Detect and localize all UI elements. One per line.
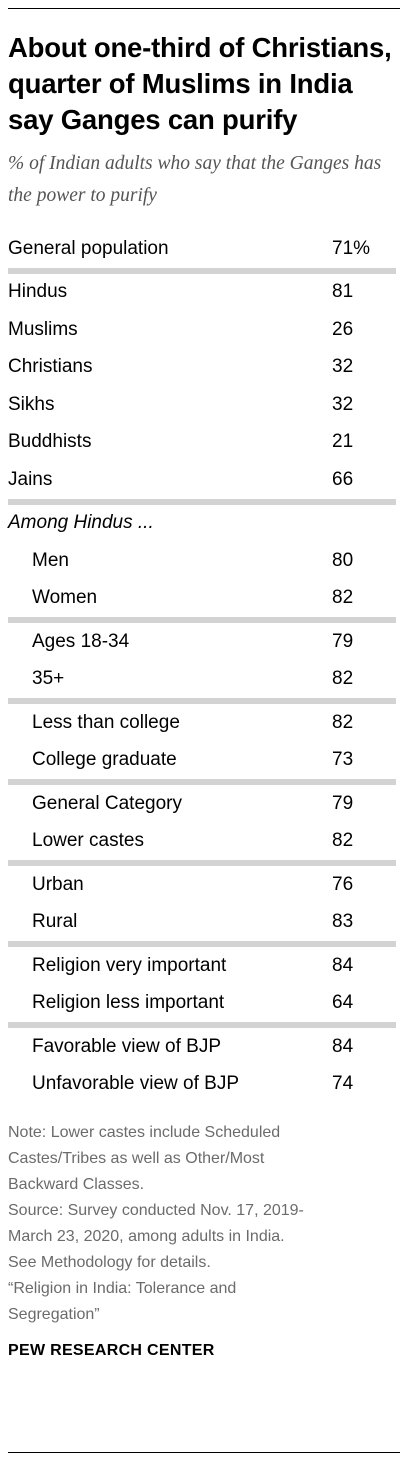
- row-label: Favorable view of BJP: [32, 1035, 222, 1057]
- row-label: Urban: [32, 873, 84, 895]
- table-row: Sikhs 32: [8, 386, 396, 424]
- table-row: General Category 79: [8, 785, 396, 823]
- table-row: Men 80: [8, 542, 396, 580]
- row-value: 79: [332, 630, 354, 652]
- data-table: General population 71% Hindus 81 Muslims…: [8, 230, 396, 1103]
- table-row: Muslims 26: [8, 311, 396, 349]
- row-value: 84: [332, 1035, 354, 1057]
- row-label: Buddhists: [8, 431, 92, 453]
- table-row: Christians 32: [8, 349, 396, 387]
- row-label: Women: [32, 587, 98, 609]
- row-value: 83: [332, 911, 354, 933]
- row-label: Hindus: [8, 281, 68, 303]
- row-label: Rural: [32, 911, 78, 933]
- table-row: 35+ 82: [8, 661, 396, 702]
- table-row: Favorable view of BJP 84: [8, 1028, 396, 1066]
- table-row: Religion very important 84: [8, 947, 396, 985]
- chart-notes: Note: Lower castes include Scheduled Cas…: [8, 1120, 400, 1328]
- report-title-line: “Religion in India: Tolerance and: [8, 1280, 237, 1297]
- top-rule: [8, 8, 400, 9]
- row-value: 21: [332, 431, 354, 453]
- row-value: 82: [332, 711, 354, 733]
- row-label: Religion very important: [32, 954, 227, 976]
- bottom-rule: [8, 1452, 400, 1453]
- row-value: 76: [332, 873, 354, 895]
- table-row: Unfavorable view of BJP 74: [8, 1066, 396, 1104]
- row-value: 73: [332, 749, 354, 771]
- chart-subtitle: % of Indian adults who say that the Gang…: [8, 153, 382, 206]
- row-label: Sikhs: [8, 393, 55, 415]
- row-value: 32: [332, 393, 354, 415]
- pew-research-center-logo: PEW RESEARCH CENTER: [8, 1342, 215, 1359]
- source-line: March 23, 2020, among adults in India.: [8, 1228, 285, 1245]
- table-row: Hindus 81: [8, 274, 396, 312]
- row-label: Men: [32, 549, 69, 571]
- note-line: Castes/Tribes as well as Other/Most: [8, 1150, 265, 1167]
- row-value: [332, 505, 396, 543]
- row-value: 80: [332, 549, 354, 571]
- group-heading-row: Among Hindus ...: [8, 505, 396, 543]
- row-label: General Category: [32, 792, 182, 814]
- group-heading: Among Hindus ...: [8, 512, 154, 534]
- row-label: 35+: [32, 668, 65, 690]
- table-row: Rural 83: [8, 904, 396, 945]
- table-row: College graduate 73: [8, 742, 396, 783]
- row-value: 82: [332, 830, 354, 852]
- table-row: Jains 66: [8, 461, 396, 502]
- row-value: 26: [332, 318, 354, 340]
- row-label: Less than college: [32, 711, 180, 733]
- row-label: Ages 18-34: [32, 630, 130, 652]
- row-label: General population: [8, 237, 169, 259]
- row-label: Lower castes: [32, 830, 144, 852]
- table-row: General population 71%: [8, 230, 396, 271]
- table-row: Urban 76: [8, 866, 396, 904]
- table-row: Lower castes 82: [8, 823, 396, 864]
- row-label: Unfavorable view of BJP: [32, 1073, 239, 1095]
- row-label: Jains: [8, 468, 53, 490]
- report-title-line: Segregation”: [8, 1306, 100, 1323]
- row-value: 81: [332, 281, 354, 303]
- source-line: See Methodology for details.: [8, 1254, 211, 1271]
- note-line: Note: Lower castes include Scheduled: [8, 1124, 281, 1141]
- row-value: 32: [332, 356, 354, 378]
- row-value: 66: [332, 468, 354, 490]
- row-value: 82: [332, 587, 354, 609]
- row-value: 79: [332, 792, 354, 814]
- row-value: 71%: [332, 237, 371, 259]
- table-row: Buddhists 21: [8, 424, 396, 462]
- table-row: Women 82: [8, 580, 396, 621]
- row-value: 84: [332, 954, 354, 976]
- source-line: Source: Survey conducted Nov. 17, 2019-: [8, 1202, 304, 1219]
- table-row: Ages 18-34 79: [8, 623, 396, 661]
- chart-title: About one-third of Christians, quarter o…: [8, 32, 392, 135]
- chart-container: About one-third of Christians, quarter o…: [8, 8, 400, 1453]
- row-label: College graduate: [32, 749, 177, 771]
- note-line: Backward Classes.: [8, 1176, 145, 1193]
- row-label: Religion less important: [32, 992, 225, 1014]
- row-label: Christians: [8, 356, 93, 378]
- row-value: 82: [332, 668, 354, 690]
- row-label: Muslims: [8, 318, 78, 340]
- table-row: Less than college 82: [8, 704, 396, 742]
- row-value: 74: [332, 1073, 354, 1095]
- table-row: Religion less important 64: [8, 985, 396, 1026]
- row-value: 64: [332, 992, 354, 1014]
